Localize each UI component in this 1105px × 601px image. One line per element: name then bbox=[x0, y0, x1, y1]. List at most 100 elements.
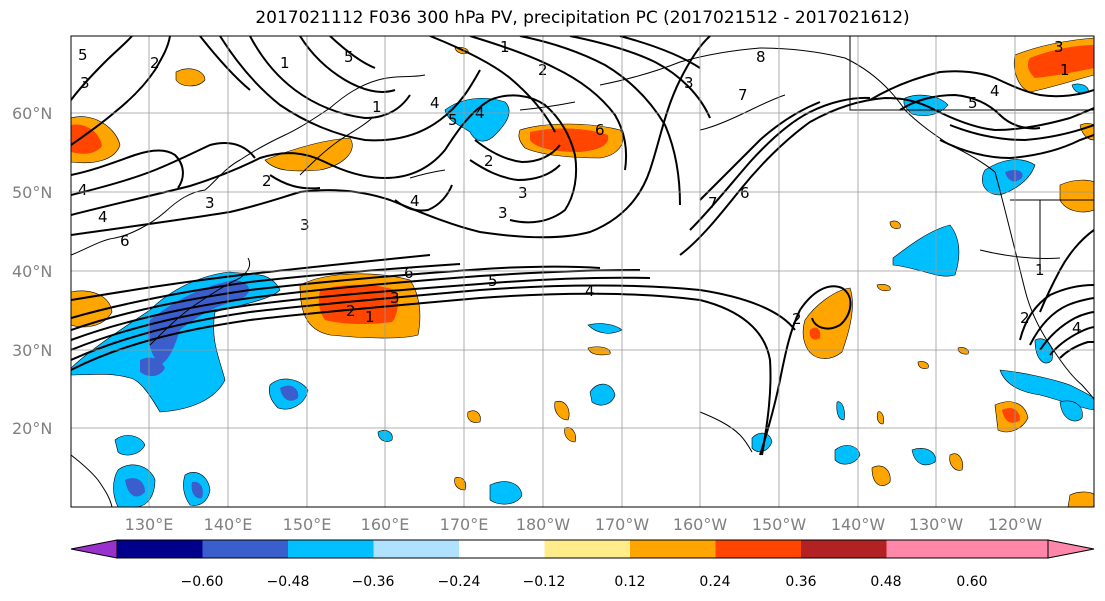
contour-label: 1 bbox=[365, 308, 375, 326]
pv-contour bbox=[71, 36, 711, 239]
colorbar-segment bbox=[886, 540, 972, 558]
positive-anomaly-region bbox=[957, 347, 969, 355]
contour-label: 6 bbox=[740, 184, 750, 202]
colorbar-tick-label: −0.48 bbox=[267, 574, 310, 590]
pv-contour bbox=[759, 285, 852, 456]
colorbar-frame bbox=[116, 539, 1049, 559]
contour-label: 4 bbox=[1072, 319, 1082, 337]
colorbar-tick-label: 0.60 bbox=[956, 574, 987, 590]
pv-contour bbox=[1049, 326, 1094, 356]
pv-contour bbox=[699, 101, 821, 201]
pv-contour bbox=[469, 159, 561, 182]
negative-anomaly-core bbox=[140, 357, 165, 377]
positive-anomaly-core bbox=[1002, 408, 1020, 423]
pv-contour bbox=[299, 36, 396, 93]
pv-contour bbox=[329, 36, 376, 69]
pv-contour bbox=[474, 139, 561, 164]
colorbar-segment bbox=[544, 540, 630, 558]
latitude-labels: 60°N 50°N 40°N 30°N 20°N bbox=[12, 104, 52, 438]
contour-label: 3 bbox=[684, 74, 694, 92]
contour-label: 5 bbox=[968, 94, 978, 112]
contour-label: 3 bbox=[390, 289, 400, 307]
contour-label: 6 bbox=[120, 232, 130, 250]
coastline-hawaii bbox=[699, 411, 753, 453]
pv-contour bbox=[689, 96, 871, 231]
contour-label: 2 bbox=[484, 152, 494, 170]
pv-contour bbox=[469, 36, 628, 171]
positive-anomaly-region bbox=[264, 137, 353, 172]
colorbar-tick-label: 0.36 bbox=[785, 574, 816, 590]
contour-label: 5 bbox=[78, 46, 88, 64]
colorbar-segment bbox=[459, 540, 545, 558]
contour-label: 1 bbox=[1060, 61, 1070, 79]
pv-contour bbox=[519, 36, 681, 206]
pv-contour bbox=[71, 36, 133, 101]
colorbar-segment bbox=[373, 540, 459, 558]
map-content: 5 2 3 1 5 1 2 3 8 7 6 4 1 2 3 4 3 6 7 6 … bbox=[71, 36, 1094, 507]
longitude-label: 160°W bbox=[673, 515, 728, 534]
colorbar-segment bbox=[972, 540, 1048, 558]
contour-label: 5 bbox=[344, 48, 354, 66]
colorbar-tick-label: −0.24 bbox=[438, 574, 481, 590]
positive-anomaly-region bbox=[802, 287, 853, 359]
contour-label: 3 bbox=[80, 74, 90, 92]
longitude-label: 130°W bbox=[909, 515, 964, 534]
negative-anomaly-region bbox=[114, 435, 146, 456]
colorbar-tick-label: −0.60 bbox=[181, 574, 224, 590]
pv-contour bbox=[394, 184, 453, 212]
pv-contour bbox=[71, 254, 431, 301]
pv-contour bbox=[219, 36, 481, 142]
negative-anomaly-region bbox=[489, 481, 523, 505]
longitude-label: 160°E bbox=[361, 515, 410, 534]
pv-contour bbox=[429, 36, 556, 133]
latitude-label: 20°N bbox=[12, 419, 52, 438]
colorbar: −0.60 −0.48 −0.36 −0.24 −0.12 0.12 0.24 … bbox=[70, 539, 1095, 590]
colorbar-tick-label: 0.24 bbox=[699, 574, 730, 590]
longitude-label: 120°W bbox=[988, 515, 1043, 534]
contour-label: 4 bbox=[585, 282, 595, 300]
pv-contour bbox=[619, 36, 701, 69]
pv-contour bbox=[939, 134, 1094, 160]
colorbar-max-extension bbox=[1047, 539, 1095, 559]
pv-contour bbox=[71, 269, 641, 341]
colorbar-tick-label: −0.36 bbox=[352, 574, 395, 590]
coastline-philippines bbox=[71, 454, 113, 507]
positive-anomaly-region bbox=[454, 477, 467, 491]
pv-contour bbox=[71, 94, 578, 224]
colorbar-min-extension bbox=[70, 539, 118, 559]
contour-label: 8 bbox=[756, 48, 766, 66]
pv-contour bbox=[71, 149, 184, 189]
negative-anomaly-region bbox=[999, 369, 1094, 411]
contour-label: 7 bbox=[738, 86, 748, 104]
negative-anomaly-core bbox=[280, 385, 299, 401]
pv-contour bbox=[1039, 229, 1094, 313]
contour-label: 3 bbox=[518, 184, 528, 202]
longitude-labels: 130°E 140°E 150°E 160°E 170°E 180°W 170°… bbox=[125, 515, 1043, 534]
colorbar-segment bbox=[288, 540, 374, 558]
contour-label: 6 bbox=[595, 121, 605, 139]
colorbar-tick-label: 0.12 bbox=[614, 574, 645, 590]
contour-label: 2 bbox=[792, 310, 802, 328]
pv-contour bbox=[71, 284, 796, 361]
negative-anomaly-region bbox=[911, 448, 936, 466]
map-frame bbox=[70, 35, 1095, 508]
negative-anomaly-region bbox=[836, 401, 845, 421]
pv-contour bbox=[71, 265, 601, 331]
colorbar-tick-label: −0.12 bbox=[523, 574, 566, 590]
map-title: 2017021112 F036 300 hPa PV, precipitatio… bbox=[255, 8, 910, 28]
pv-contour bbox=[679, 96, 1094, 256]
latitude-label: 60°N bbox=[12, 104, 52, 123]
positive-anomaly-region bbox=[949, 453, 963, 471]
pv-contour bbox=[569, 36, 711, 119]
pv-contour bbox=[71, 142, 321, 196]
pv-contour bbox=[1019, 284, 1094, 341]
pv-contour bbox=[71, 263, 461, 319]
contour-label: 6 bbox=[404, 264, 414, 282]
positive-anomaly-region bbox=[175, 68, 206, 87]
colorbar-segment bbox=[715, 540, 801, 558]
coastline-canada-border bbox=[849, 36, 1094, 270]
contour-label: 4 bbox=[990, 82, 1000, 100]
contour-label: 4 bbox=[410, 192, 420, 210]
contour-label: 1 bbox=[280, 54, 290, 72]
positive-anomaly-region bbox=[876, 284, 891, 292]
